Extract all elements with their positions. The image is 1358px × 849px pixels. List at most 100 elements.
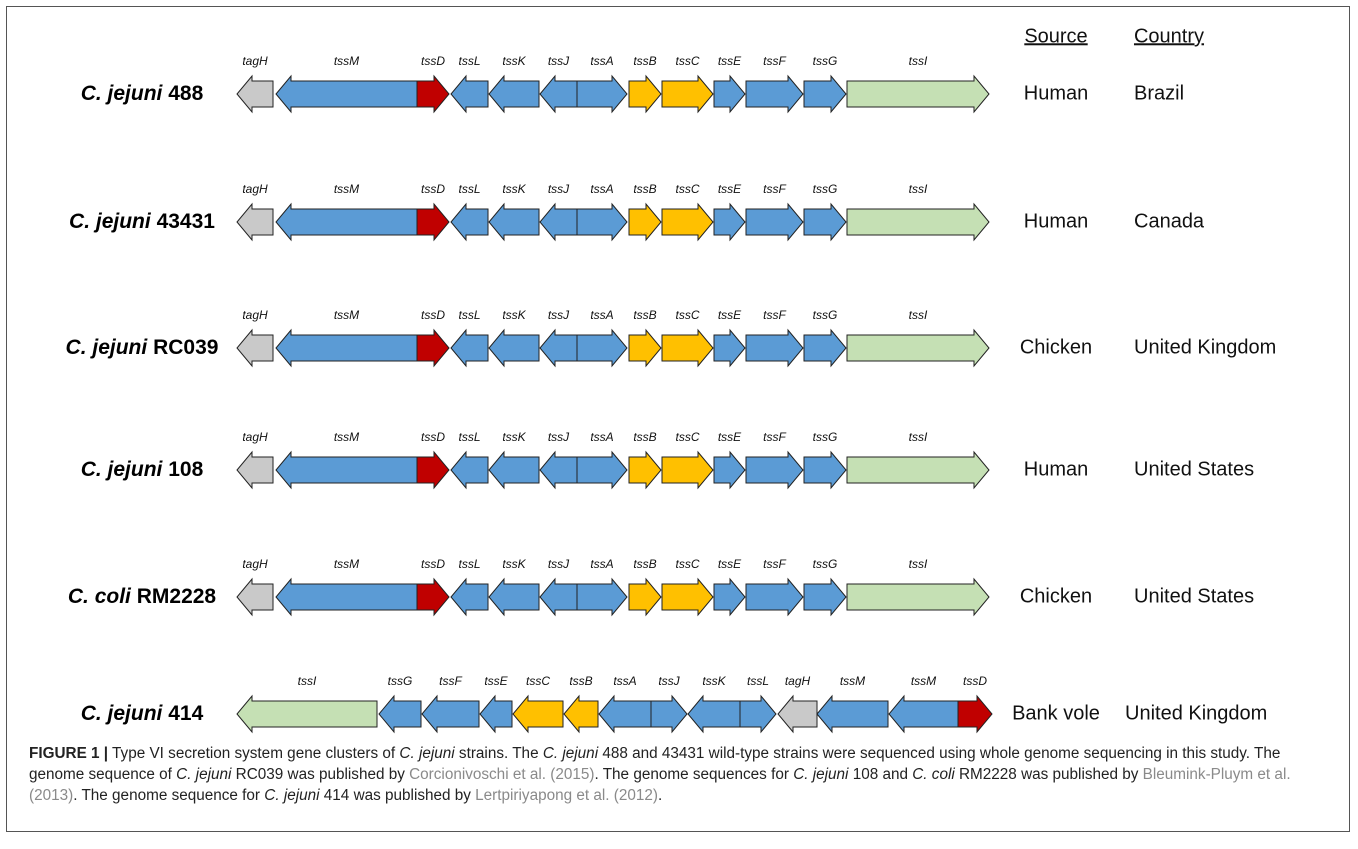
gene-label: tssC: [676, 54, 700, 68]
gene-arrow: [539, 450, 578, 490]
gene-label: tssL: [458, 308, 480, 322]
gene-label: tssJ: [658, 674, 680, 688]
gene-label: tssK: [502, 54, 526, 68]
gene-label: tssG: [813, 308, 838, 322]
gene-arrow: [846, 577, 990, 617]
gene-arrow: [713, 450, 746, 490]
gene-arrow: [661, 577, 714, 617]
gene-arrow: [650, 694, 688, 734]
caption-text: C. jejuni: [176, 766, 232, 783]
gene-label: tssG: [813, 557, 838, 571]
gene-arrow: [576, 328, 628, 368]
gene-label: tssK: [502, 557, 526, 571]
gene-arrow: [628, 450, 662, 490]
source: Human: [1024, 210, 1088, 232]
gene-label: tagH: [785, 674, 811, 688]
gene-label: tssF: [763, 308, 786, 322]
strain-name: C. coli RM2228: [68, 585, 217, 608]
gene-arrow: [628, 577, 662, 617]
gene-label: tssL: [458, 430, 480, 444]
gene-label: tssA: [590, 182, 613, 196]
gene-label: tssE: [718, 557, 742, 571]
strain-name: C. jejuni RC039: [66, 336, 219, 359]
gene-arrow: [661, 202, 714, 242]
caption-text: RM2228 was published by: [954, 766, 1143, 783]
strain-id: RM2228: [137, 585, 217, 608]
gene-label: tagH: [242, 182, 268, 196]
gene-arrow: [539, 577, 578, 617]
strain-name: C. jejuni 488: [81, 82, 204, 105]
gene-label: tssE: [718, 182, 742, 196]
gene-label: tssJ: [548, 557, 570, 571]
country: Canada: [1134, 210, 1205, 232]
caption-text: C. jejuni: [264, 787, 320, 804]
gene-label: tssK: [502, 430, 526, 444]
citation-link[interactable]: Bleumink-Pluym et al. (2013): [29, 766, 1291, 804]
gene-label: tagH: [242, 308, 268, 322]
caption-text: 108 and: [848, 766, 913, 783]
strain-species: C. jejuni: [69, 210, 152, 233]
gene-label: tssJ: [548, 430, 570, 444]
gene-label: tssF: [763, 54, 786, 68]
gene-label: tssE: [484, 674, 508, 688]
gene-arrow: [803, 328, 847, 368]
gene-arrow: [713, 328, 746, 368]
gene-arrow: [745, 74, 804, 114]
gene-arrow: [488, 577, 540, 617]
strain-id: 108: [168, 458, 203, 481]
caption-text: C. jejuni: [542, 745, 599, 762]
country: Brazil: [1134, 82, 1184, 104]
gene-label: tssC: [676, 308, 700, 322]
gene-label: tssJ: [548, 308, 570, 322]
gene-label: tssB: [633, 54, 656, 68]
gene-arrow: [745, 328, 804, 368]
gene-arrow: [803, 74, 847, 114]
gene-arrow: [628, 328, 662, 368]
gene-arrow: [416, 202, 450, 242]
gene-label: tssC: [676, 182, 700, 196]
country: United Kingdom: [1134, 336, 1276, 358]
gene-arrow: [598, 694, 652, 734]
gene-arrow: [416, 450, 450, 490]
country: United States: [1134, 458, 1254, 480]
gene-label: tssI: [909, 308, 928, 322]
strain-id: 414: [168, 702, 203, 725]
gene-label: tssA: [590, 430, 613, 444]
gene-label: tssA: [590, 308, 613, 322]
strain-species: C. coli: [68, 585, 132, 608]
gene-arrow: [236, 450, 274, 490]
strain-species: C. jejuni: [81, 82, 164, 105]
gene-label: tssL: [458, 54, 480, 68]
gene-arrow: [275, 202, 418, 242]
gene-arrow: [713, 202, 746, 242]
gene-arrow: [275, 450, 418, 490]
gene-label: tssE: [718, 430, 742, 444]
gene-arrow: [539, 202, 578, 242]
gene-label: tagH: [242, 54, 268, 68]
gene-label: tssC: [676, 557, 700, 571]
gene-label: tssF: [763, 430, 786, 444]
strain-name: C. jejuni 108: [81, 458, 204, 481]
gene-label: tagH: [242, 430, 268, 444]
citation-link[interactable]: Corcionivoschi et al. (2015): [409, 766, 595, 783]
gene-arrow: [816, 694, 889, 734]
gene-label: tssB: [633, 557, 656, 571]
gene-label: tssI: [909, 182, 928, 196]
gene-label: tssB: [633, 430, 656, 444]
gene-arrow: [628, 74, 662, 114]
gene-label: tssG: [813, 54, 838, 68]
gene-label: tssD: [421, 557, 445, 571]
caption-text: C. coli: [912, 766, 955, 783]
gene-label: tssM: [334, 557, 359, 571]
citation-link[interactable]: Lertpiriyapong et al. (2012): [475, 787, 658, 804]
gene-arrow: [661, 328, 714, 368]
source-header: Source: [1024, 25, 1087, 47]
gene-arrow: [803, 577, 847, 617]
country-header: Country: [1134, 25, 1204, 47]
country: United Kingdom: [1125, 702, 1267, 724]
caption: FIGURE 1 | Type VI secretion system gene…: [29, 743, 1334, 806]
gene-arrow: [450, 328, 489, 368]
gene-label: tssM: [911, 674, 936, 688]
gene-arrow: [488, 328, 540, 368]
gene-arrow: [450, 202, 489, 242]
